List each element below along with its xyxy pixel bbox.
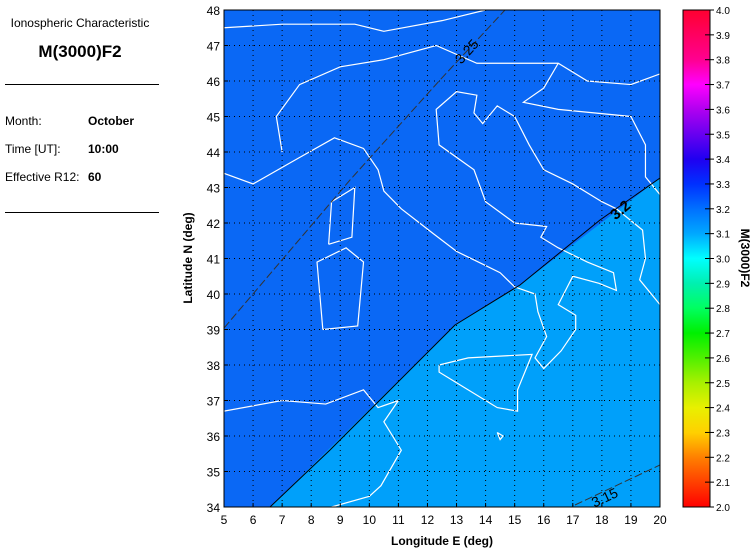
x-axis-label: Longitude E (deg): [391, 534, 493, 548]
y-tick-label: 34: [207, 501, 221, 515]
y-axis-ticks: 34 35 36 37 38 39 40 41 42 43 44 45 46 47 48: [207, 4, 228, 515]
x-tick-label: 16: [537, 513, 551, 527]
contour-3.15: [574, 464, 660, 506]
colorbar-tick-label: 2.9: [716, 279, 730, 290]
x-tick-label: 18: [595, 513, 609, 527]
colorbar-tick-label: 2.2: [716, 453, 730, 464]
y-tick-label: 35: [207, 466, 221, 480]
y-tick-label: 44: [207, 146, 221, 160]
colorbar-tick-label: 2.4: [716, 404, 730, 415]
x-tick-label: 14: [479, 513, 493, 527]
y-axis-label: Latitude N (deg): [181, 212, 195, 303]
colorbar-tick-label: 3.2: [716, 205, 730, 216]
divider: [5, 212, 159, 213]
contour-3.2: [269, 177, 660, 507]
r12-label: Effective R12:: [5, 170, 80, 184]
month-label: Month:: [5, 114, 42, 128]
colorbar-tick-label: 2.1: [716, 478, 730, 489]
x-tick-label: 10: [363, 513, 377, 527]
x-tick-label: 13: [450, 513, 464, 527]
time-label: Time [UT]:: [5, 142, 61, 156]
colorbar-tick-label: 3.3: [716, 180, 730, 191]
x-tick-label: 8: [308, 513, 315, 527]
coastline: [275, 44, 660, 153]
y-tick-label: 48: [207, 4, 221, 18]
y-tick-label: 45: [207, 111, 221, 125]
y-tick-label: 36: [207, 430, 221, 444]
colorbar-tick-label: 3.1: [716, 230, 730, 241]
colorbar-tick-label: 3.5: [716, 130, 730, 141]
colorbar-tick-label: 3.0: [716, 255, 730, 266]
month-value: October: [88, 114, 135, 128]
region-below-3.2: [270, 178, 660, 507]
x-tick-label: 9: [337, 513, 344, 527]
x-tick-label: 5: [221, 513, 228, 527]
x-tick-label: 12: [421, 513, 435, 527]
coastline: [438, 353, 534, 412]
colorbar-tick-label: 3.6: [716, 105, 730, 116]
coastline: [224, 91, 660, 370]
coastline: [224, 10, 486, 32]
colorbar-tick-label: 2.0: [716, 503, 730, 514]
time-value: 10:00: [88, 142, 119, 156]
subtitle: Ionospheric Characteristic: [10, 16, 150, 30]
x-axis-ticks: 5 6 7 8 9 10 11 12 13 14 15 16 17 18 19 20: [221, 503, 667, 527]
colorbar-tick-label: 3.8: [716, 56, 730, 67]
colorbar-tick-label: 4.0: [716, 6, 730, 17]
colorbar-label: M(3000)F2: [738, 229, 752, 288]
y-tick-label: 42: [207, 217, 221, 231]
colorbar-tick-label: 2.5: [716, 379, 730, 390]
colorbar-tick-label: 3.4: [716, 155, 730, 166]
x-tick-label: 17: [566, 513, 580, 527]
contour-3.25: [224, 10, 506, 329]
coastline: [521, 62, 660, 195]
x-tick-label: 20: [653, 513, 667, 527]
y-tick-label: 46: [207, 75, 221, 89]
x-tick-label: 15: [508, 513, 522, 527]
colorbar-tick-label: 2.8: [716, 304, 730, 315]
y-tick-label: 43: [207, 182, 221, 196]
coastline: [496, 431, 504, 441]
characteristic-title: M(3000)F2: [38, 42, 122, 61]
colorbar-tick-label: 3.7: [716, 81, 730, 92]
colorbar-tick-label: 2.3: [716, 428, 730, 439]
y-tick-label: 38: [207, 359, 221, 373]
x-tick-label: 6: [250, 513, 257, 527]
x-tick-label: 7: [279, 513, 286, 527]
colorbar-tick-label: 2.6: [716, 354, 730, 365]
coastline: [316, 247, 365, 331]
r12-value: 60: [88, 170, 102, 184]
x-tick-label: 19: [624, 513, 638, 527]
colorbar-tick-label: 2.7: [716, 329, 730, 340]
y-tick-label: 37: [207, 395, 221, 409]
y-tick-label: 40: [207, 288, 221, 302]
y-tick-label: 47: [207, 40, 221, 54]
y-tick-label: 39: [207, 324, 221, 338]
colorbar-ticks: 4.0 3.9 3.8 3.7 3.6 3.5 3.4 3.3 3.2 3.1 3.0 2.9 2.8 2…: [705, 6, 730, 514]
x-tick-label: 11: [392, 513, 405, 527]
colorbar-tick-label: 3.9: [716, 31, 730, 42]
divider: [5, 84, 159, 85]
y-tick-label: 41: [207, 253, 221, 267]
